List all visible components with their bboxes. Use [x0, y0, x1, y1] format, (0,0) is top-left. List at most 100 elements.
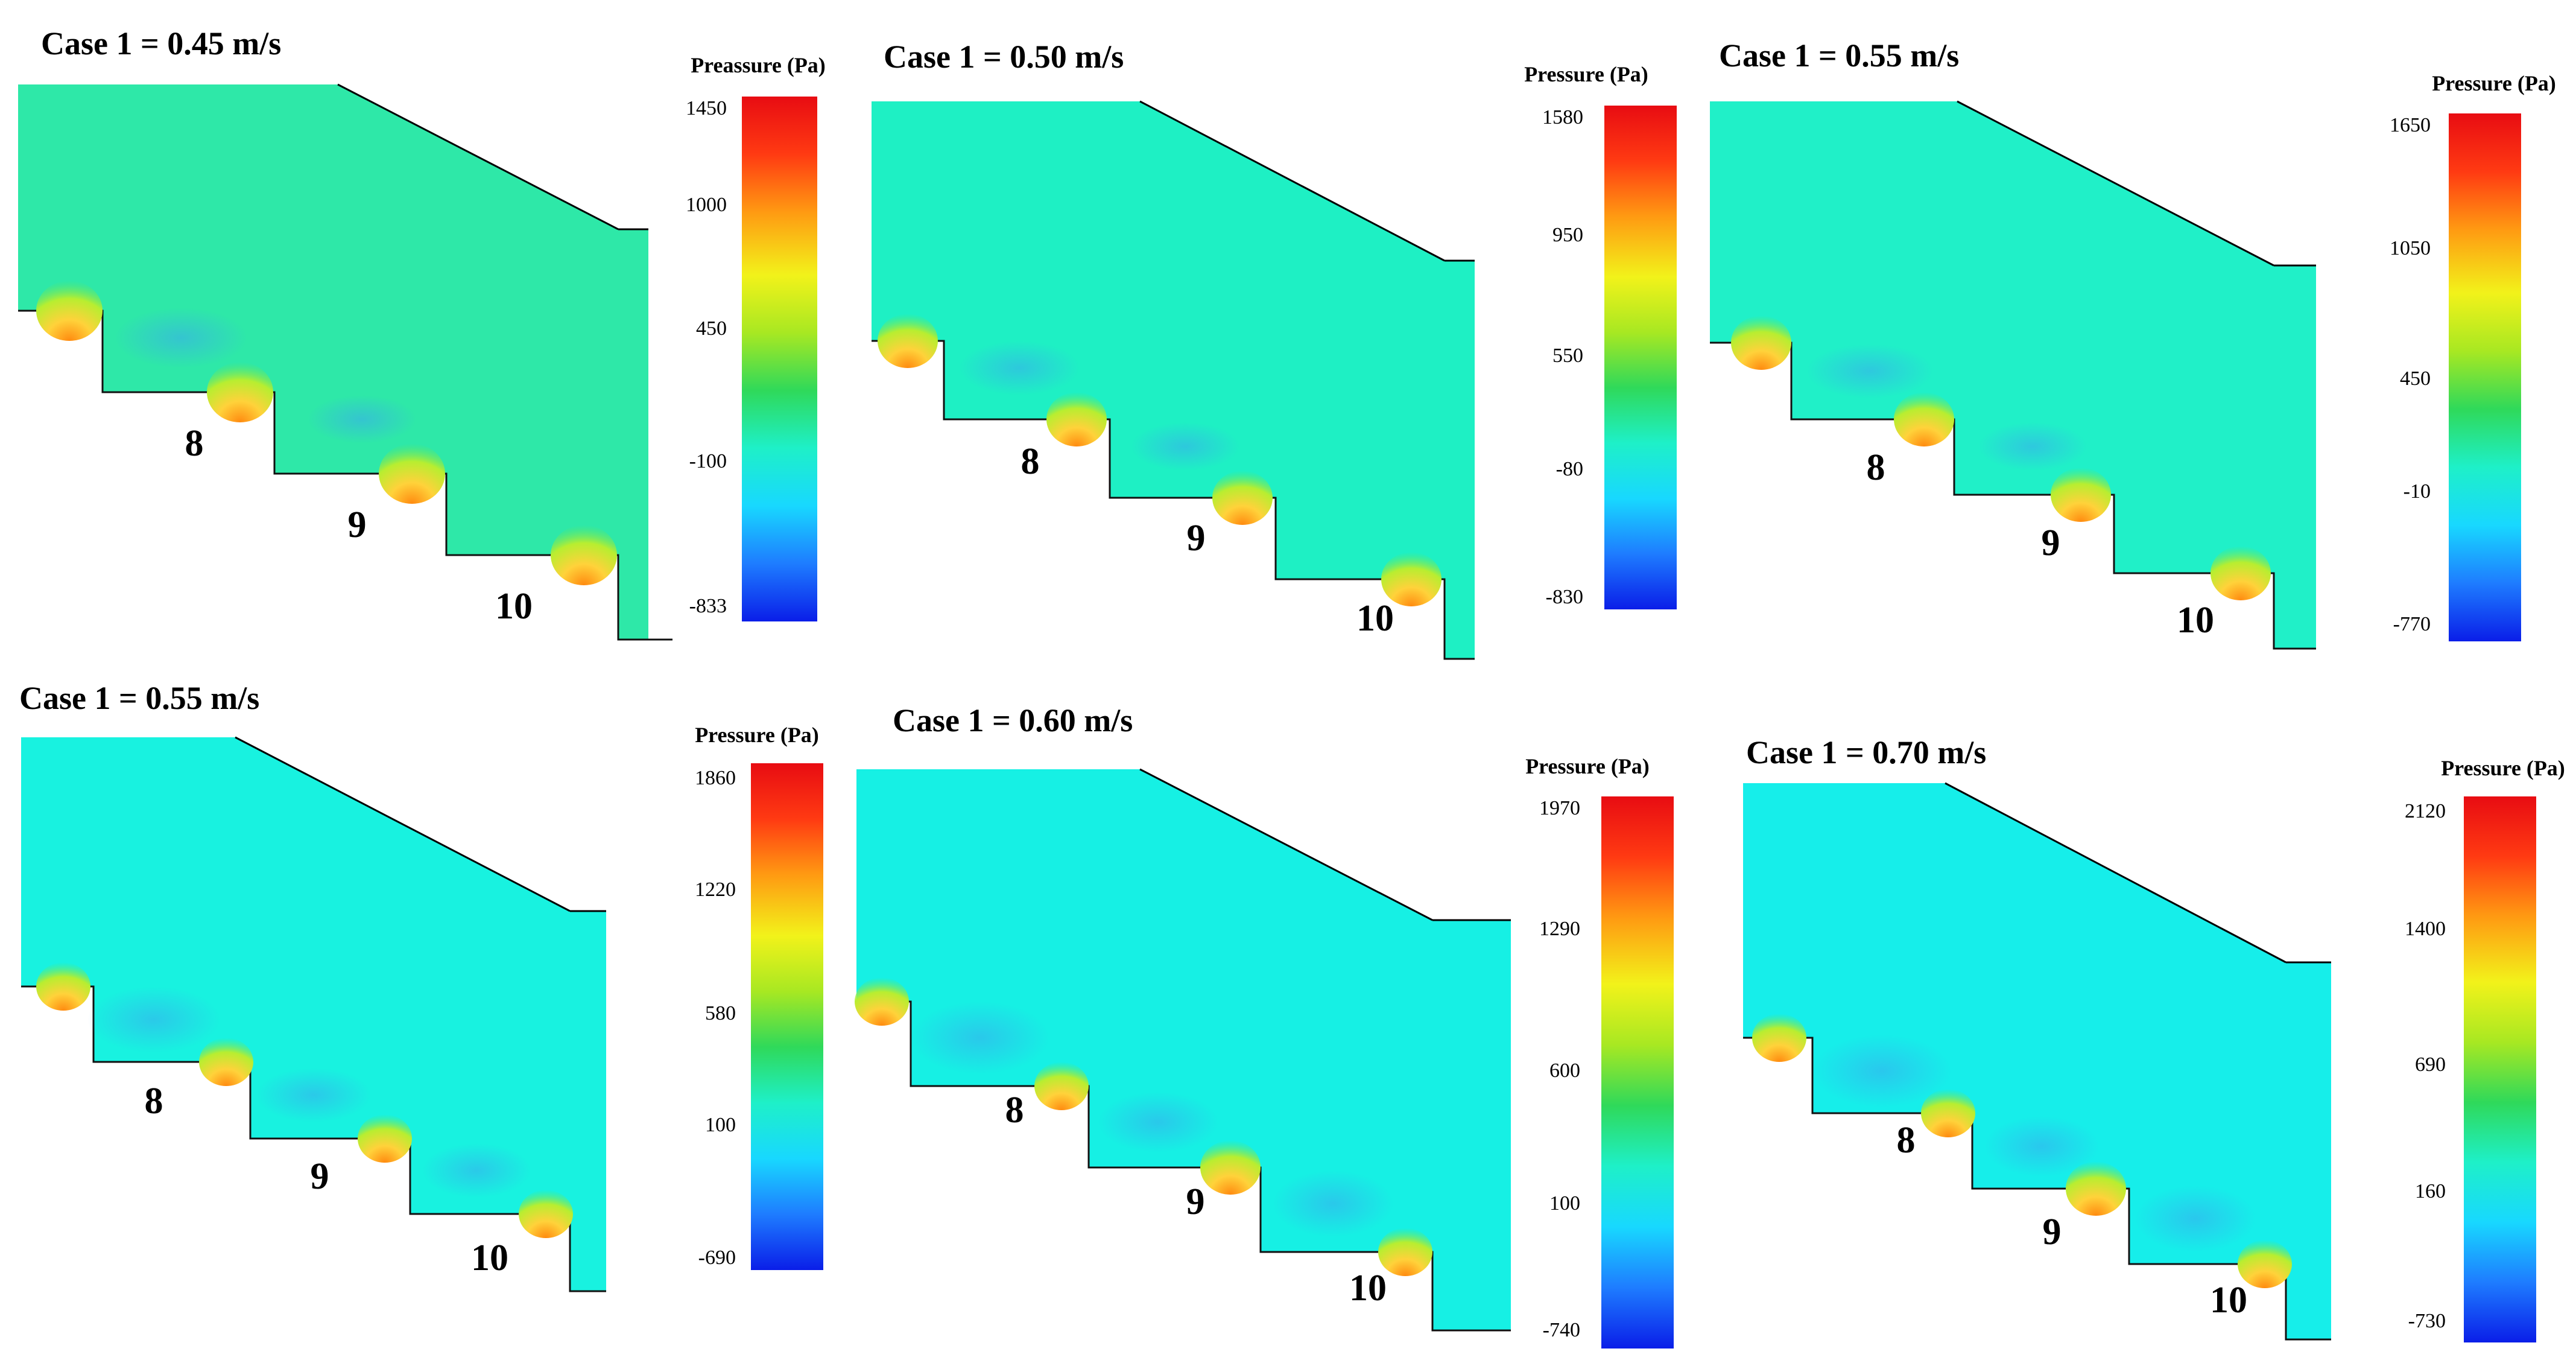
colorbar-tick: -833: [689, 595, 727, 617]
colorbar-tick: 1290: [1539, 918, 1580, 940]
step-label-9: 9: [348, 504, 367, 545]
panel-5: Case 1 = 0.70 m/s 8 9 10 Pressure (Pa) 2…: [1743, 734, 2565, 1342]
colorbar-title: Pressure (Pa): [695, 723, 819, 747]
colorbar-tick: -740: [1543, 1319, 1580, 1341]
pressure-hotspot: [36, 281, 103, 341]
colorbar-title: Pressure (Pa): [1525, 754, 1650, 778]
colorbar-tick: 1650: [2390, 114, 2431, 136]
step-label-9: 9: [1187, 518, 1206, 559]
colorbar-tick: 450: [696, 317, 727, 340]
panel-title: Case 1 = 0.55 m/s: [1719, 37, 1959, 74]
low-pressure-zone: [911, 1002, 1049, 1074]
panel-2: Case 1 = 0.55 m/s 8 9 10 Pressure (Pa) 1…: [1710, 37, 2556, 650]
colorbar-tick: 1970: [1539, 797, 1580, 819]
panel-title: Case 1 = 0.70 m/s: [1746, 734, 1986, 770]
colorbar-tick: 1860: [695, 767, 736, 789]
low-pressure-zone: [308, 395, 416, 443]
pressure-hotspot: [358, 1114, 412, 1163]
contour-plot: 8 9 10: [21, 736, 606, 1292]
step-label-8: 8: [1021, 441, 1040, 482]
colorbar-title: Preassure (Pa): [691, 53, 826, 77]
low-pressure-zone: [1984, 1116, 2099, 1177]
contour-plot: 8 9 10: [872, 100, 1475, 660]
colorbar-tick: 160: [2415, 1180, 2446, 1202]
pressure-hotspot: [36, 962, 90, 1011]
colorbar: Pressure (Pa) 1580 950 550 -80 -830: [1524, 62, 1677, 609]
colorbar-tick: -770: [2393, 613, 2431, 635]
flow-domain: [18, 84, 648, 640]
colorbar-title: Pressure (Pa): [2441, 756, 2565, 780]
pressure-hotspot: [2066, 1161, 2126, 1216]
colorbar-scale: [751, 763, 823, 1270]
step-label-10: 10: [2177, 600, 2214, 641]
step-edges: [856, 1000, 1511, 1332]
step-label-10: 10: [1349, 1268, 1387, 1309]
low-pressure-zone: [256, 1068, 371, 1122]
low-pressure-zone: [87, 986, 220, 1053]
contour-plot: 8 9 10: [18, 83, 672, 641]
step-label-9: 9: [2043, 1212, 2062, 1253]
step-edges: [1743, 1037, 2331, 1341]
flow-domain: [1710, 101, 2316, 649]
pressure-hotspot: [1046, 392, 1107, 446]
panel-1: Case 1 = 0.50 m/s 8 9 10 Pressure (Pa) 1…: [872, 39, 1677, 660]
colorbar-tick: -690: [698, 1247, 736, 1269]
colorbar-tick: 1450: [686, 97, 727, 119]
low-pressure-zone: [1098, 1092, 1218, 1152]
panel-title: Case 1 = 0.50 m/s: [884, 39, 1124, 75]
chute-boundary: [1139, 100, 1445, 262]
step-label-8: 8: [1005, 1090, 1024, 1131]
pressure-hotspot: [1921, 1089, 1975, 1137]
colorbar-tick: -10: [2404, 480, 2431, 503]
step-label-9: 9: [1186, 1181, 1205, 1222]
low-pressure-zone: [1273, 1171, 1393, 1237]
pressure-hotspot: [1378, 1228, 1432, 1276]
step-label-8: 8: [1897, 1120, 1916, 1161]
panel-0: Case 1 = 0.45 m/s 8 9 10 Preassure (Pa) …: [18, 25, 826, 641]
pressure-hotspot: [1034, 1062, 1089, 1110]
step-label-10: 10: [471, 1237, 508, 1279]
step-edges: [1710, 342, 2316, 650]
colorbar-scale: [2464, 796, 2536, 1342]
chute-boundary: [1945, 782, 2286, 964]
colorbar: Pressure (Pa) 1650 1050 450 -10 -770: [2390, 71, 2556, 641]
panel-title: Case 1 = 0.45 m/s: [41, 25, 281, 62]
low-pressure-zone: [1812, 1035, 1951, 1107]
low-pressure-zone: [959, 341, 1080, 395]
panel-title: Case 1 = 0.55 m/s: [19, 680, 259, 716]
step-label-8: 8: [185, 423, 204, 464]
pressure-hotspot: [199, 1038, 253, 1086]
flow-domain: [872, 101, 1475, 659]
pressure-hotspot: [2238, 1240, 2292, 1288]
pressure-hotspot: [1894, 392, 1954, 446]
low-pressure-zone: [1978, 422, 2087, 471]
colorbar-scale: [1604, 106, 1677, 609]
pressure-hotspot: [1752, 1014, 1806, 1062]
low-pressure-zone: [115, 308, 247, 368]
pressure-hotspot: [207, 362, 273, 422]
chute-boundary: [1957, 100, 2274, 267]
colorbar-scale: [742, 97, 817, 621]
low-pressure-zone: [422, 1143, 531, 1198]
low-pressure-zone: [1806, 344, 1933, 398]
colorbar-tick: 600: [1549, 1059, 1580, 1082]
chute-boundary: [1139, 768, 1433, 921]
colorbar-tick: 1050: [2390, 237, 2431, 259]
colorbar-tick: 550: [1552, 345, 1583, 367]
pressure-hotspot: [379, 443, 445, 504]
step-label-8: 8: [145, 1081, 163, 1122]
step-edges: [18, 310, 672, 641]
panel-3: Case 1 = 0.55 m/s 8 9 10 Pressure (Pa) 1…: [19, 680, 823, 1292]
colorbar-title: Pressure (Pa): [1524, 62, 1648, 86]
colorbar-tick: -830: [1546, 586, 1583, 608]
colorbar-tick: -80: [1556, 458, 1583, 480]
step-label-10: 10: [2210, 1280, 2247, 1321]
low-pressure-zone: [1131, 422, 1239, 471]
pressure-hotspot: [1381, 552, 1441, 606]
colorbar-tick: -100: [689, 450, 727, 472]
colorbar: Pressure (Pa) 1860 1220 580 100 -690: [695, 723, 823, 1270]
colorbar-tick: 950: [1552, 224, 1583, 246]
colorbar-tick: 690: [2415, 1053, 2446, 1076]
colorbar-tick: 2120: [2405, 800, 2446, 822]
